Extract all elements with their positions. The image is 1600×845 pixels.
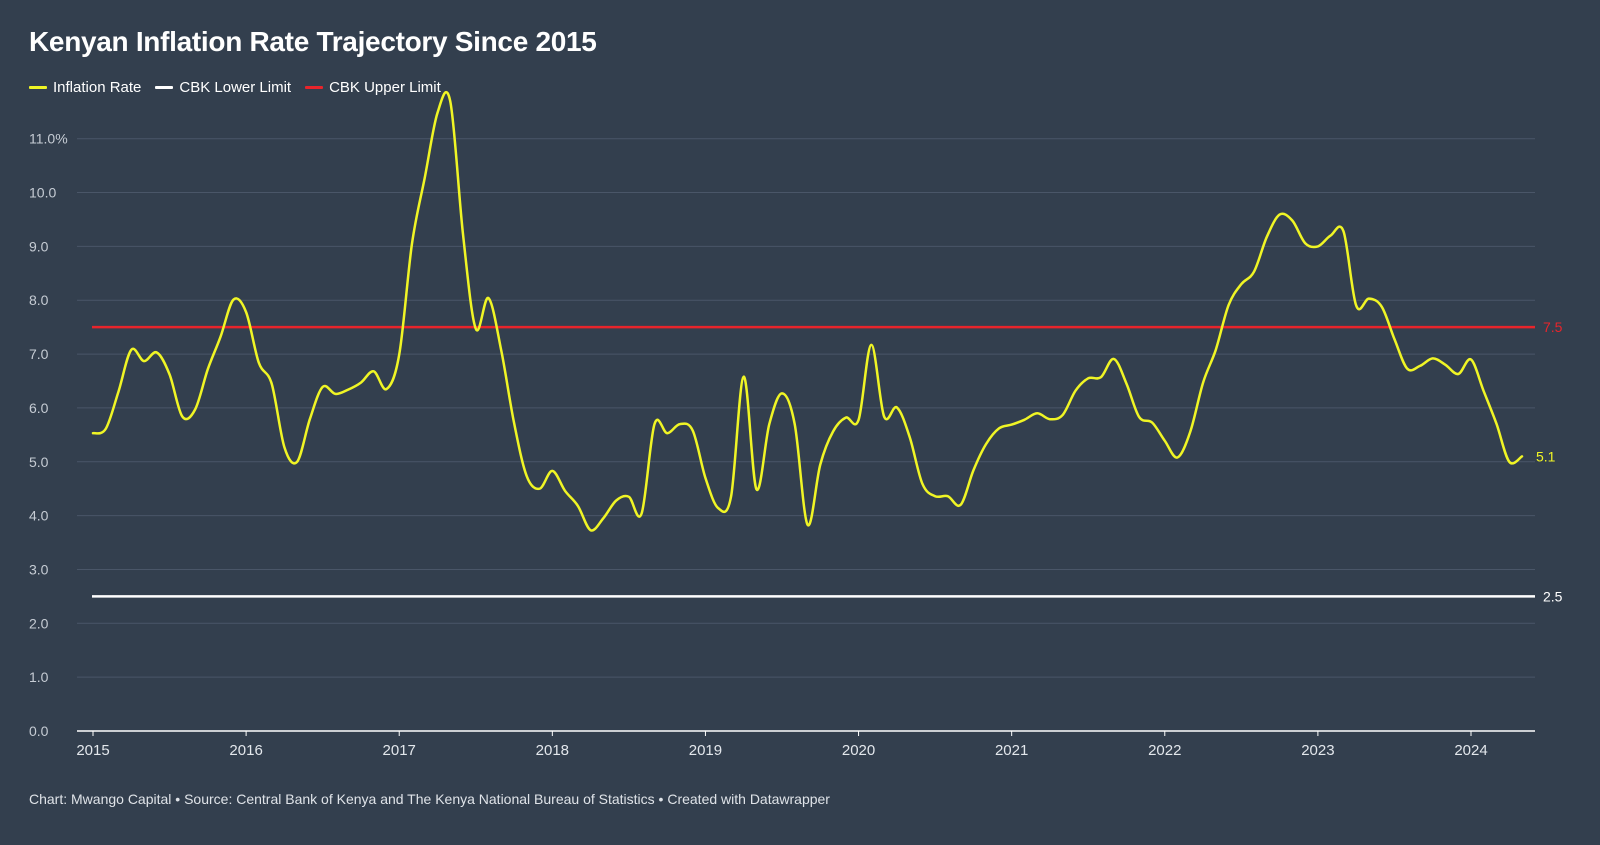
x-tick-label: 2022: [1148, 742, 1181, 759]
inflation-end-value-label: 5.1: [1536, 448, 1556, 464]
y-tick-label: 6.0: [29, 400, 49, 416]
legend: Inflation Rate CBK Lower Limit CBK Upper…: [29, 79, 441, 96]
y-tick-label: 0.0: [29, 723, 49, 739]
x-tick-label: 2018: [536, 742, 569, 759]
x-tick-label: 2016: [229, 742, 262, 759]
y-tick-label: 10.0: [29, 185, 56, 201]
y-tick-label: 5.0: [29, 454, 49, 470]
legend-item-inflation: Inflation Rate: [29, 79, 141, 96]
x-tick-label: 2024: [1454, 742, 1487, 759]
legend-swatch-upper-limit: [305, 86, 324, 89]
y-tick-label: 11.0%: [29, 131, 68, 147]
x-tick-label: 2015: [76, 742, 109, 759]
legend-label-lower-limit: CBK Lower Limit: [179, 79, 292, 96]
y-tick-label: 9.0: [29, 238, 49, 254]
legend-label-inflation: Inflation Rate: [53, 79, 142, 96]
upper-limit-value-label: 7.5: [1543, 319, 1563, 335]
legend-swatch-lower-limit: [155, 86, 174, 89]
lower-limit-value-label: 2.5: [1543, 588, 1563, 604]
legend-item-lower-limit: CBK Lower Limit: [155, 79, 291, 96]
inflation-rate-line: [91, 91, 1524, 532]
y-tick-label: 4.0: [29, 508, 49, 524]
x-tick-label: 2019: [689, 742, 722, 759]
y-tick-label: 8.0: [29, 292, 49, 308]
x-tick-label: 2017: [383, 742, 416, 759]
chart-title: Kenyan Inflation Rate Trajectory Since 2…: [29, 26, 597, 57]
x-tick-label: 2020: [842, 742, 875, 759]
y-tick-label: 1.0: [29, 669, 49, 685]
legend-label-upper-limit: CBK Upper Limit: [329, 79, 441, 96]
y-tick-label: 2.0: [29, 615, 49, 631]
x-tick-label: 2021: [995, 742, 1028, 759]
chart-footer: Chart: Mwango Capital • Source: Central …: [29, 791, 830, 807]
y-tick-label: 3.0: [29, 561, 49, 577]
x-tick-label: 2023: [1301, 742, 1334, 759]
legend-item-upper-limit: CBK Upper Limit: [305, 79, 441, 96]
y-tick-label: 7.0: [29, 346, 49, 362]
legend-swatch-inflation: [29, 86, 47, 89]
